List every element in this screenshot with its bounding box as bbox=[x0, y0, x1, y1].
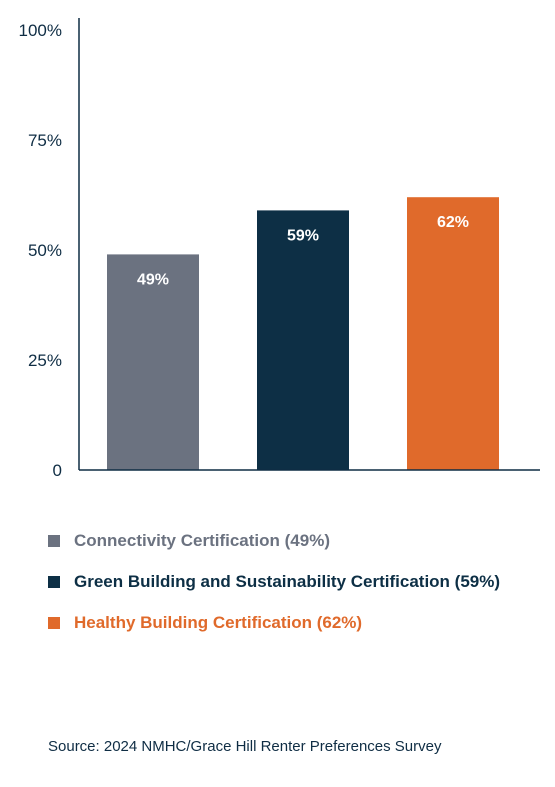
y-tick-label: 75% bbox=[28, 131, 62, 150]
bar-value-label: 49% bbox=[137, 271, 169, 288]
bar-value-labels: 49% 59% 62% bbox=[137, 214, 469, 288]
y-tick-label: 50% bbox=[28, 241, 62, 260]
legend-item-connectivity: Connectivity Certification (49%) bbox=[48, 528, 538, 553]
legend: Connectivity Certification (49%) Green B… bbox=[48, 528, 538, 651]
bar-value-label: 59% bbox=[287, 227, 319, 244]
legend-swatch-healthy-building bbox=[48, 617, 60, 629]
y-tick-label: 25% bbox=[28, 351, 62, 370]
bar bbox=[107, 254, 199, 470]
y-tick-label: 100% bbox=[19, 21, 62, 40]
legend-swatch-green-building bbox=[48, 576, 60, 588]
legend-label-connectivity: Connectivity Certification (49%) bbox=[74, 531, 330, 550]
y-tick-label: 0 bbox=[53, 461, 62, 480]
bar bbox=[407, 197, 499, 470]
legend-swatch-connectivity bbox=[48, 535, 60, 547]
bars bbox=[107, 197, 499, 470]
source-note: Source: 2024 NMHC/Grace Hill Renter Pref… bbox=[48, 738, 442, 755]
y-axis-ticks: 0 25% 50% 75% 100% bbox=[19, 21, 62, 480]
bar bbox=[257, 210, 349, 470]
bar-value-label: 62% bbox=[437, 214, 469, 231]
legend-item-healthy-building: Healthy Building Certification (62%) bbox=[48, 610, 538, 635]
bar-chart: 0 25% 50% 75% 100% 49% 59% 62% bbox=[19, 18, 540, 480]
legend-item-green-building: Green Building and Sustainability Certif… bbox=[48, 569, 538, 594]
legend-label-healthy-building: Healthy Building Certification (62%) bbox=[74, 613, 363, 632]
legend-label-green-building: Green Building and Sustainability Certif… bbox=[74, 572, 501, 591]
